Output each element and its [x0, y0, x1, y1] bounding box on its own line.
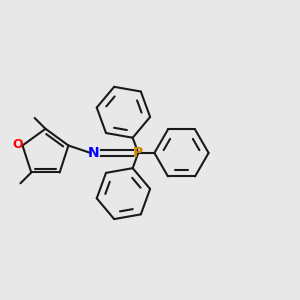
Text: N: N: [88, 146, 100, 160]
Text: O: O: [12, 138, 22, 151]
Text: P: P: [133, 146, 143, 160]
